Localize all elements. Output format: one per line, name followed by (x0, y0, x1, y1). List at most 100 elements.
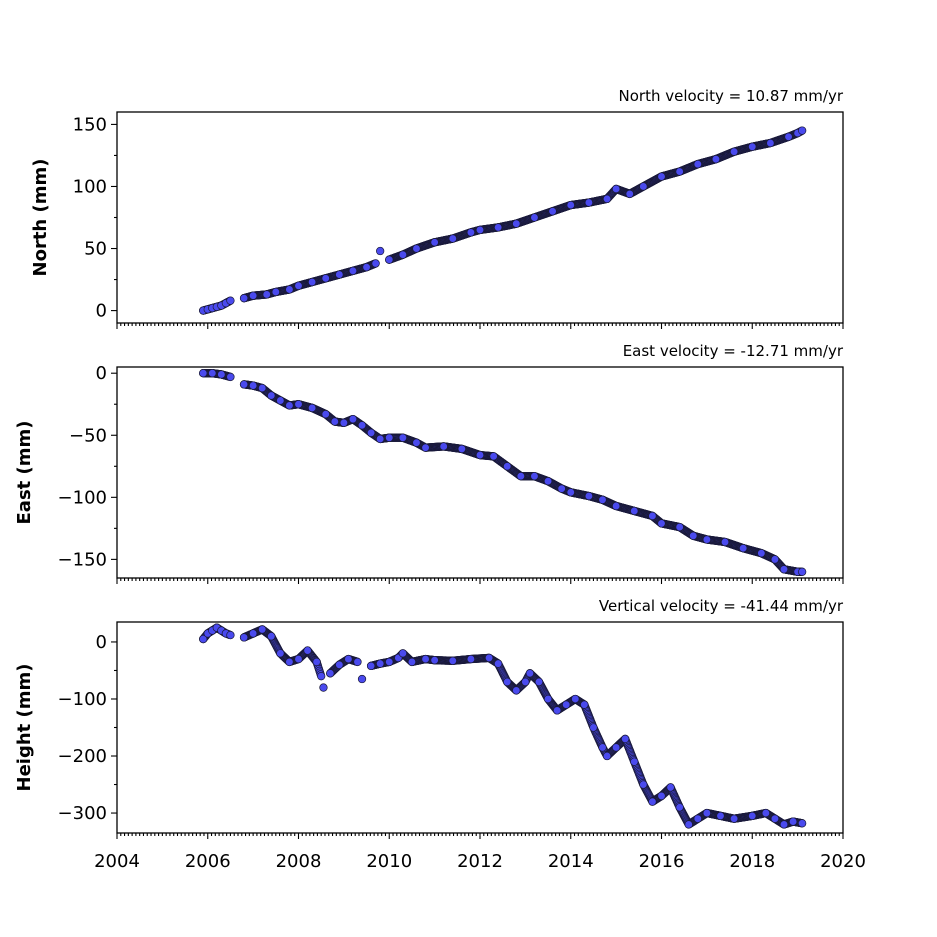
east-data-point (321, 410, 330, 419)
east-y-tick-label: −100 (58, 487, 107, 508)
east-data-point (276, 396, 285, 405)
north-data-point (766, 138, 775, 148)
east-data-point (199, 369, 208, 378)
x-axis-labels: 2004 2006 2008 2010 2012 2014 2016 2018 2020 (94, 851, 866, 872)
height-data-point (484, 653, 494, 663)
height-data-point (666, 783, 675, 792)
height-data-point (366, 661, 376, 671)
height-data-point (702, 808, 712, 818)
east-data-point (366, 428, 376, 437)
east-data-point (770, 555, 780, 564)
height-data-point (648, 797, 657, 806)
x-tick-label: 2010 (366, 851, 412, 872)
north-data-point (248, 291, 258, 300)
height-data-point (693, 814, 702, 823)
east-data-point (258, 383, 267, 393)
north-y-tick-label: 100 (73, 176, 107, 197)
north-data-point (784, 132, 793, 141)
x-tick-label: 2020 (820, 851, 866, 872)
height-data-point (552, 706, 562, 715)
height-data-point (748, 811, 757, 821)
height-data-point (344, 654, 353, 664)
height-data-point (248, 629, 258, 638)
east-data-point (598, 495, 607, 504)
height-data-point (276, 649, 285, 658)
height-data-point (657, 791, 666, 801)
east-data-point (611, 501, 621, 511)
east-data-point (657, 519, 666, 528)
east-points (199, 369, 807, 576)
height-data-point (571, 694, 580, 704)
height-y-tick-label: −100 (58, 689, 107, 710)
north-data-point (693, 159, 702, 169)
x-tick-label: 2004 (94, 851, 140, 872)
height-data-point (675, 803, 684, 812)
north-data-point (321, 274, 330, 283)
height-data-point (421, 654, 430, 664)
height-data-point (525, 669, 535, 678)
height-data-point (729, 814, 739, 823)
north-data-point (798, 126, 807, 135)
height-data-point (448, 656, 457, 665)
north-data-point (639, 182, 648, 191)
east-data-point (239, 380, 249, 389)
height-data-point (466, 654, 476, 664)
east-data-point (584, 491, 594, 501)
height-data-point (598, 743, 607, 752)
x-tick-label: 2018 (729, 851, 775, 872)
height-data-point (684, 820, 693, 829)
north-data-point (285, 285, 294, 294)
height-data-point (239, 633, 249, 642)
north-data-point (548, 207, 557, 216)
east-data-point (307, 403, 317, 413)
height-y-tick-label: −300 (58, 803, 107, 824)
east-data-point (376, 434, 385, 444)
north-points (199, 126, 807, 315)
east-data-point (348, 414, 358, 424)
east-data-point (530, 472, 539, 481)
north-data-point (625, 189, 634, 199)
east-data-point (421, 443, 430, 452)
east-velocity-title: East velocity = -12.71 mm/yr (623, 342, 844, 360)
east-data-point (339, 418, 349, 428)
north-y-axis-label: North (mm) (30, 159, 51, 277)
north-y-tick-label: 50 (84, 239, 107, 260)
height-data-point (534, 677, 544, 687)
x-tick-label: 2008 (276, 851, 322, 872)
height-data-point (267, 632, 276, 641)
north-data-point (530, 213, 539, 222)
north-data-point (412, 244, 421, 253)
east-data-point (208, 369, 217, 378)
north-data-point (584, 198, 594, 207)
x-tick-label: 2006 (185, 851, 231, 872)
height-data-point (326, 669, 335, 678)
height-panel: 0 −100 −200 −300 Vertical velocity = -41.44 … (14, 597, 844, 839)
east-data-point (294, 400, 303, 409)
height-data-point (521, 677, 530, 687)
north-data-point (362, 263, 371, 272)
height-data-point (761, 808, 771, 818)
north-data-point (566, 200, 575, 210)
north-data-point (748, 142, 757, 151)
north-data-point (348, 266, 358, 276)
east-data-point (285, 401, 294, 410)
east-y-tick-label: 0 (96, 363, 107, 384)
x-tick-label: 2012 (457, 851, 503, 872)
east-y-tick-label: −150 (58, 549, 107, 570)
east-data-point (439, 442, 448, 451)
east-data-point (267, 391, 276, 400)
north-data-point (398, 250, 408, 259)
east-data-point (248, 381, 258, 390)
height-data-point (788, 817, 798, 826)
height-data-point (589, 723, 598, 732)
height-data-point (335, 660, 344, 669)
north-data-point (307, 277, 317, 287)
east-data-point (503, 462, 512, 471)
height-points (199, 623, 807, 829)
height-data-point (319, 683, 328, 692)
east-data-point (689, 531, 698, 540)
east-data-point (516, 472, 525, 481)
north-data-point (475, 225, 485, 235)
east-y-axis-label: East (mm) (14, 421, 35, 525)
